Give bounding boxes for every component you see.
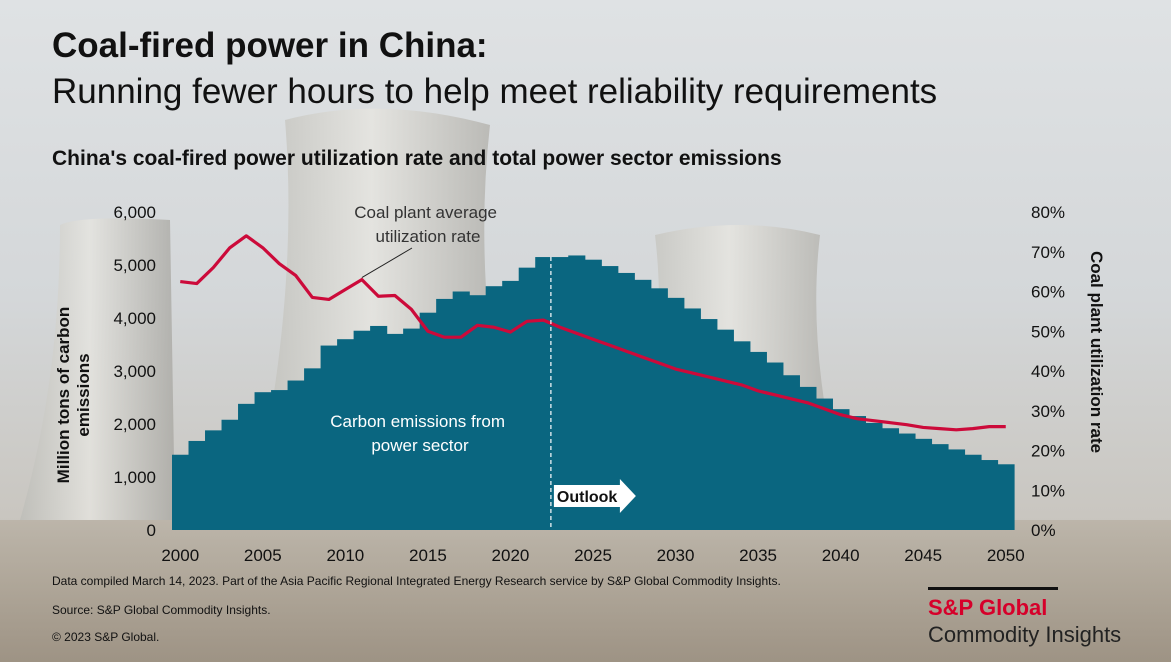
emission-bar [172,454,190,530]
source-note: Source: S&P Global Commodity Insights. [52,603,271,617]
logo-rule [928,587,1058,590]
emission-bar [568,255,586,530]
right-axis-title: Coal plant utilization rate [1087,250,1106,454]
emission-bar [881,428,900,530]
outlook-arrow: Outlook [553,479,636,513]
page-title: Coal-fired power in China: [52,26,488,65]
emission-bar [337,339,355,530]
x-axis-ticks: 2000 2005 2010 2015 2020 2025 2030 2035 2040 2045… [161,546,1024,565]
emission-bar [964,454,982,530]
emission-bar [848,416,867,530]
copyright-note: © 2023 S&P Global. [52,630,160,644]
emission-bar [584,259,602,530]
line-label-leader [361,247,413,279]
utilization-line [180,234,1006,432]
left-tick-label: 2,000 [113,415,156,434]
emission-bar [188,440,206,530]
page-subtitle: Running fewer hours to help meet reliabi… [52,72,938,111]
emission-bar [749,351,767,530]
left-tick-label: 6,000 [113,203,156,222]
emission-bar [452,291,470,530]
x-tick-label: 2040 [822,546,860,565]
outlook-label: Outlook [557,489,618,506]
right-axis-ticks: 0% 10% 20% 30% 40% 50% 60% 70% 80% [1031,203,1065,540]
x-tick-label: 2000 [161,546,199,565]
x-tick-label: 2005 [244,546,282,565]
right-tick-label: 40% [1031,362,1065,381]
logo-brand: S&P Global [928,595,1048,620]
emission-bar [782,375,800,530]
emission-bar [535,257,553,530]
emission-bar [683,308,701,530]
chart-title: China's coal-fired power utilization rat… [52,147,782,170]
emission-bar [766,362,784,530]
x-tick-label: 2045 [904,546,942,565]
x-tick-label: 2025 [574,546,612,565]
right-tick-label: 20% [1031,442,1065,461]
emission-bar [799,386,817,530]
emission-bar [980,460,999,530]
right-tick-label: 30% [1031,402,1065,421]
line-label: Coal plant average utilization rate [354,203,501,246]
emissions-bars [172,255,1015,530]
emission-bar [518,267,536,530]
emission-bar [353,330,371,530]
emission-bar [271,390,289,530]
emission-bar [601,266,619,530]
left-axis-ticks: 0 1,000 2,000 3,000 4,000 5,000 6,000 [113,203,156,540]
emission-bar [931,444,949,530]
emission-bar [914,438,933,530]
right-tick-label: 50% [1031,322,1065,341]
emission-bar [947,449,966,530]
emission-bar [403,328,421,530]
emission-bar [386,333,404,530]
left-tick-label: 0 [147,521,156,540]
emission-bar [634,279,652,530]
x-tick-label: 2015 [409,546,447,565]
x-tick-label: 2010 [326,546,364,565]
emission-bar [815,398,833,530]
emission-bar [419,312,437,530]
emission-bar [238,403,256,530]
emission-bar [997,464,1015,530]
data-note: Data compiled March 14, 2023. Part of th… [52,574,781,588]
x-tick-label: 2030 [657,546,695,565]
emission-bar [832,409,850,530]
x-tick-label: 2020 [492,546,530,565]
bar-label: Carbon emissions from power sector [330,412,510,455]
emission-bar [221,419,239,530]
emission-bar [617,272,635,530]
emission-bar [436,298,454,530]
logo-division: Commodity Insights [928,622,1122,647]
emission-bar [700,319,718,530]
left-tick-label: 1,000 [113,468,156,487]
left-tick-label: 4,000 [113,309,156,328]
x-tick-label: 2050 [987,546,1025,565]
emission-bar [320,345,338,530]
emission-bar [370,325,388,530]
emission-bar [287,380,305,530]
x-tick-label: 2035 [739,546,777,565]
left-axis-title: Million tons of carbon emissions [54,306,93,484]
right-tick-label: 0% [1031,521,1056,540]
emission-bar [502,280,520,530]
left-tick-label: 5,000 [113,256,156,275]
emission-bar [898,433,916,530]
emission-bar [865,422,883,530]
emission-bar [485,286,503,530]
emission-bar [716,329,734,530]
emission-bar [650,288,668,530]
emission-bar [469,295,487,530]
right-tick-label: 60% [1031,283,1065,302]
left-tick-label: 3,000 [113,362,156,381]
emission-bar [254,392,272,530]
emission-bar [733,341,751,530]
right-tick-label: 70% [1031,243,1065,262]
emission-bar [304,368,322,530]
emission-bar [667,297,685,530]
right-tick-label: 80% [1031,203,1065,222]
emission-bar [205,430,223,530]
right-tick-label: 10% [1031,481,1065,500]
